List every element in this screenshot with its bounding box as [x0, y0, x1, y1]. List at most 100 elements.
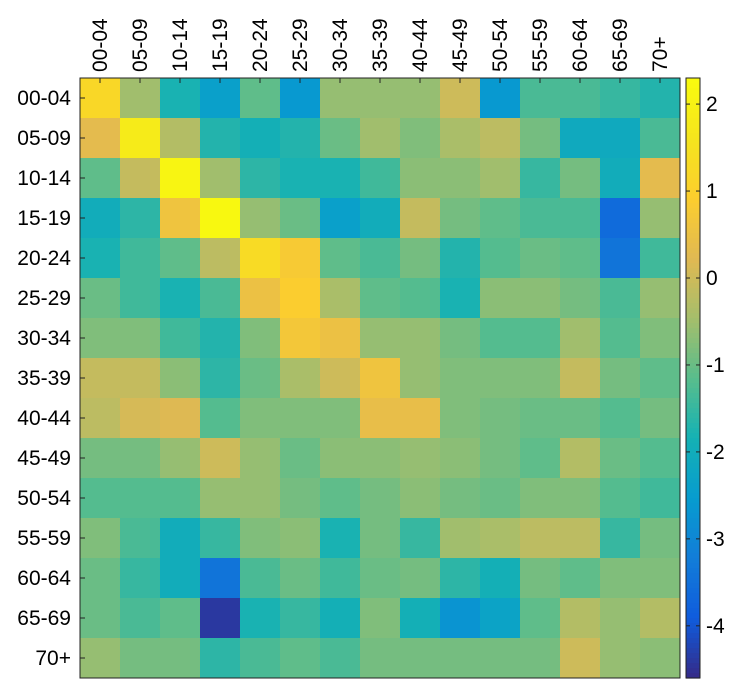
colorbar-segment	[686, 243, 700, 249]
colorbar-segment	[686, 603, 700, 609]
heatmap-cell	[440, 558, 481, 599]
colorbar-tick-label: -2	[706, 441, 725, 464]
heatmap-cell	[320, 78, 361, 119]
colorbar-segment	[686, 268, 700, 274]
heatmap-cell	[480, 358, 521, 399]
heatmap-cell	[600, 318, 641, 359]
colorbar-segment	[686, 583, 700, 589]
heatmap-cell	[80, 278, 121, 319]
colorbar-segment	[686, 513, 700, 519]
colorbar-segment	[686, 223, 700, 229]
heatmap-cell	[120, 278, 161, 319]
heatmap-cell	[640, 558, 681, 599]
heatmap-cell	[560, 238, 601, 279]
heatmap-cell	[240, 278, 281, 319]
colorbar-segment	[686, 568, 700, 574]
x-tick-label: 55-59	[529, 18, 552, 72]
heatmap-cell	[200, 518, 241, 559]
heatmap-cell	[320, 478, 361, 519]
heatmap-cell	[600, 198, 641, 239]
y-tick-label: 05-09	[17, 127, 71, 150]
heatmap-cell	[440, 278, 481, 319]
heatmap-cell	[520, 518, 561, 559]
heatmap-cell	[640, 438, 681, 479]
colorbar-segment	[686, 93, 700, 99]
heatmap-cell	[600, 438, 641, 479]
heatmap-cell	[280, 438, 321, 479]
heatmap-cell	[400, 438, 441, 479]
x-tick-label: 30-34	[329, 18, 352, 72]
colorbar-segment	[686, 388, 700, 394]
heatmap-cell	[440, 78, 481, 119]
x-tick-labels: 00-04 05-09 10-14 15-19 20-24 25-29 30-34 35-39…	[89, 18, 672, 83]
heatmap-cell	[400, 118, 441, 159]
heatmap-cell	[600, 118, 641, 159]
colorbar-segment	[686, 293, 700, 299]
heatmap-cell	[560, 558, 601, 599]
colorbar-segment	[686, 643, 700, 649]
heatmap-cell	[120, 158, 161, 199]
colorbar-segment	[686, 298, 700, 304]
heatmap-cell	[640, 598, 681, 639]
heatmap-cell	[160, 398, 201, 439]
colorbar-segment	[686, 433, 700, 439]
colorbar-segment	[686, 158, 700, 164]
colorbar-frame	[685, 77, 701, 679]
colorbar-segment	[686, 238, 700, 244]
heatmap-cell	[280, 158, 321, 199]
y-tick-label: 60-64	[17, 567, 71, 590]
y-tick-label: 20-24	[17, 247, 71, 270]
heatmap-cell	[560, 358, 601, 399]
heatmap-cell	[280, 518, 321, 559]
x-tick-label: 10-14	[169, 18, 192, 72]
x-tick-label: 20-24	[249, 18, 272, 72]
colorbar-segment	[686, 503, 700, 509]
colorbar-segment	[686, 548, 700, 554]
heatmap-cell	[520, 598, 561, 639]
heatmap-cell	[240, 358, 281, 399]
heatmap-cell	[600, 398, 641, 439]
heatmap-cell	[240, 478, 281, 519]
colorbar-segment	[686, 373, 700, 379]
heatmap-cell	[160, 318, 201, 359]
colorbar-segment	[686, 108, 700, 114]
colorbar-segment	[686, 213, 700, 219]
colorbar-segment	[686, 518, 700, 524]
heatmap-cell	[400, 238, 441, 279]
heatmap-cell	[440, 638, 481, 679]
heatmap-cell	[520, 358, 561, 399]
colorbar-segment	[686, 78, 700, 84]
heatmap-cell	[480, 238, 521, 279]
heatmap-cell	[560, 638, 601, 679]
heatmap-cell	[600, 358, 641, 399]
heatmap-cell	[120, 478, 161, 519]
heatmap-cell	[640, 358, 681, 399]
colorbar-segment	[686, 178, 700, 184]
colorbar-segment	[686, 563, 700, 569]
heatmap-cell	[200, 118, 241, 159]
colorbar-segment	[686, 538, 700, 544]
heatmap-cell	[200, 598, 241, 639]
heatmap-cell	[440, 598, 481, 639]
heatmap-cell	[360, 278, 401, 319]
colorbar-segment	[686, 588, 700, 594]
heatmap-cell	[120, 598, 161, 639]
heatmap-cell	[560, 598, 601, 639]
heatmap-cell	[560, 438, 601, 479]
heatmap-cell	[120, 198, 161, 239]
heatmap-cell	[440, 478, 481, 519]
colorbar-segment	[686, 443, 700, 449]
colorbar-segment	[686, 153, 700, 159]
colorbar-segment	[686, 558, 700, 564]
heatmap-cell	[240, 198, 281, 239]
colorbar-segment	[686, 653, 700, 659]
heatmap-cell	[360, 438, 401, 479]
heatmap-cell	[600, 78, 641, 119]
y-tick-label: 10-14	[17, 167, 71, 190]
heatmap-cell	[480, 558, 521, 599]
colorbar-segment	[686, 608, 700, 614]
heatmap-cell	[480, 518, 521, 559]
colorbar-segment	[686, 313, 700, 319]
heatmap-cell	[520, 158, 561, 199]
heatmap-cell	[480, 198, 521, 239]
